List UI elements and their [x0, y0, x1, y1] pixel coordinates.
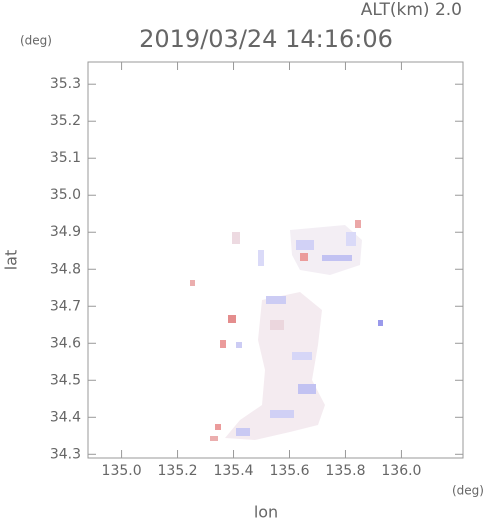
echo-cell [300, 253, 308, 261]
echo-cell [298, 384, 316, 394]
echo-cell [346, 232, 356, 246]
annotation: ALT(km) 2.0 [361, 0, 462, 20]
y-unit: (deg) [20, 34, 52, 48]
chart-title: 2019/03/24 14:16:06 [139, 25, 393, 53]
y-tick-label: 34.4 [50, 409, 81, 425]
x-axis-label: lon [254, 503, 278, 521]
echo-cell [270, 320, 284, 330]
echo-cell [258, 250, 264, 266]
x-tick-label: 135.8 [325, 463, 365, 479]
x-tick-label: 135.6 [269, 463, 309, 479]
echo-cell [296, 240, 314, 250]
plot-frame [87, 61, 464, 459]
echo-cell [292, 352, 312, 360]
echo-field [190, 220, 383, 441]
y-tick-label: 34.8 [50, 261, 81, 277]
echo-region [225, 292, 325, 440]
x-tick-label: 136.0 [381, 463, 421, 479]
echo-cell [270, 410, 294, 418]
echo-cell [190, 280, 195, 286]
y-tick-label: 34.9 [50, 224, 81, 240]
y-tick-label: 34.3 [50, 446, 81, 462]
y-axis-label: lat [2, 250, 21, 271]
y-tick-label: 34.6 [50, 335, 81, 351]
x-tick-label: 135.2 [158, 463, 198, 479]
echo-cell [215, 424, 221, 430]
echo-cell [220, 340, 226, 348]
y-tick-label: 35.0 [50, 187, 81, 203]
echo-cell [378, 320, 383, 326]
x-unit: (deg) [452, 484, 484, 498]
echo-cell [266, 296, 286, 304]
echo-cell [210, 436, 218, 441]
x-tick-label: 135.0 [102, 463, 142, 479]
y-tick-label: 35.3 [50, 76, 81, 92]
echo-cell [228, 315, 236, 323]
echo-region [290, 225, 362, 275]
y-tick-label: 34.5 [50, 372, 81, 388]
echo-cell [236, 342, 242, 348]
echo-cell [322, 255, 352, 261]
echo-cell [232, 232, 240, 244]
y-tick-label: 34.7 [50, 298, 81, 314]
axes: 135.0 135.2 135.4 135.6 135.8 136.0 34.3 34.4 34… [50, 62, 463, 479]
y-tick-label: 35.1 [50, 150, 81, 166]
y-tick-label: 35.2 [50, 113, 81, 129]
echo-cell [355, 220, 361, 228]
echo-cell [236, 428, 250, 436]
x-tick-label: 135.4 [213, 463, 253, 479]
